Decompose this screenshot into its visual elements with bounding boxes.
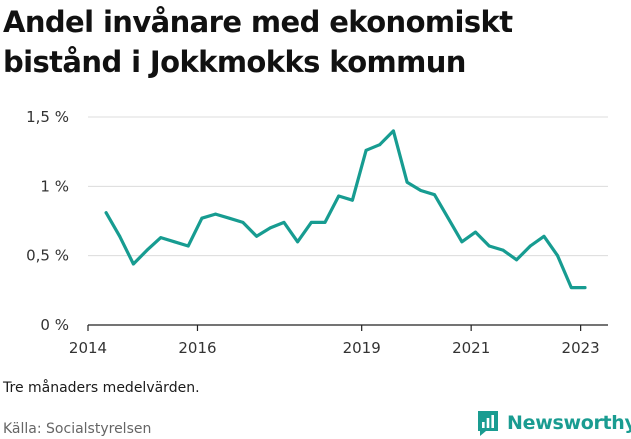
- data-point: [474, 230, 477, 234]
- data-point: [528, 244, 532, 248]
- x-tick-label: 2016: [178, 339, 216, 357]
- x-tick-label: 2023: [562, 339, 600, 357]
- newsworthy-logo-icon: [478, 411, 498, 436]
- x-tick-label: 2014: [69, 339, 107, 357]
- data-point: [515, 258, 518, 262]
- series-group: [104, 129, 587, 290]
- data-point: [446, 216, 450, 220]
- y-tick-label: 0,5 %: [26, 247, 69, 265]
- data-point: [392, 129, 395, 133]
- data-point: [350, 198, 354, 202]
- grid-lines: [88, 116, 608, 257]
- data-point: [145, 248, 149, 252]
- data-point: [433, 193, 436, 197]
- x-tick-label: 2021: [452, 339, 490, 357]
- chart-title: Andel invånare med ekonomiskt bistånd i …: [3, 5, 513, 79]
- brand-name: Newsworthy: [507, 412, 631, 434]
- data-point: [487, 244, 491, 248]
- data-point: [296, 240, 300, 244]
- data-point: [337, 194, 341, 198]
- data-point: [309, 220, 313, 224]
- brand[interactable]: Newsworthy: [476, 408, 631, 438]
- data-point: [501, 248, 505, 252]
- data-point: [378, 143, 382, 147]
- data-point: [405, 180, 409, 184]
- data-point: [241, 220, 245, 224]
- data-point: [542, 234, 546, 238]
- data-point: [460, 240, 464, 244]
- data-point: [159, 236, 163, 240]
- data-point: [323, 220, 327, 224]
- data-point: [569, 286, 573, 289]
- source-text: Källa: Socialstyrelsen: [3, 421, 152, 437]
- series-line: [104, 129, 587, 290]
- y-tick-label: 1,5 %: [26, 108, 69, 126]
- data-point: [268, 226, 272, 230]
- line-chart: 0 % 0,5 % 1 % 1,5 % 2014 2016 2019 2021 2023: [26, 108, 608, 357]
- data-point: [419, 189, 423, 192]
- y-tick-label: 1 %: [40, 177, 69, 195]
- data-point: [556, 254, 560, 258]
- data-point: [118, 234, 122, 238]
- data-point: [255, 234, 258, 238]
- x-axis: [87, 324, 608, 331]
- x-axis-labels: 2014 2016 2019 2021 2023: [69, 339, 600, 357]
- data-point: [200, 216, 204, 220]
- chart-note: Tre månaders medelvärden.: [3, 380, 200, 396]
- y-axis-labels: 0 % 0,5 % 1 % 1,5 %: [26, 108, 69, 334]
- x-tick-label: 2019: [343, 339, 381, 357]
- y-tick-label: 0 %: [40, 316, 69, 334]
- data-point: [227, 216, 231, 220]
- data-point: [214, 212, 217, 216]
- data-point: [186, 244, 190, 248]
- data-point: [282, 220, 286, 224]
- data-point: [104, 211, 108, 215]
- data-point: [364, 148, 368, 152]
- data-point: [132, 262, 135, 266]
- data-point: [583, 286, 587, 289]
- data-point: [173, 240, 176, 244]
